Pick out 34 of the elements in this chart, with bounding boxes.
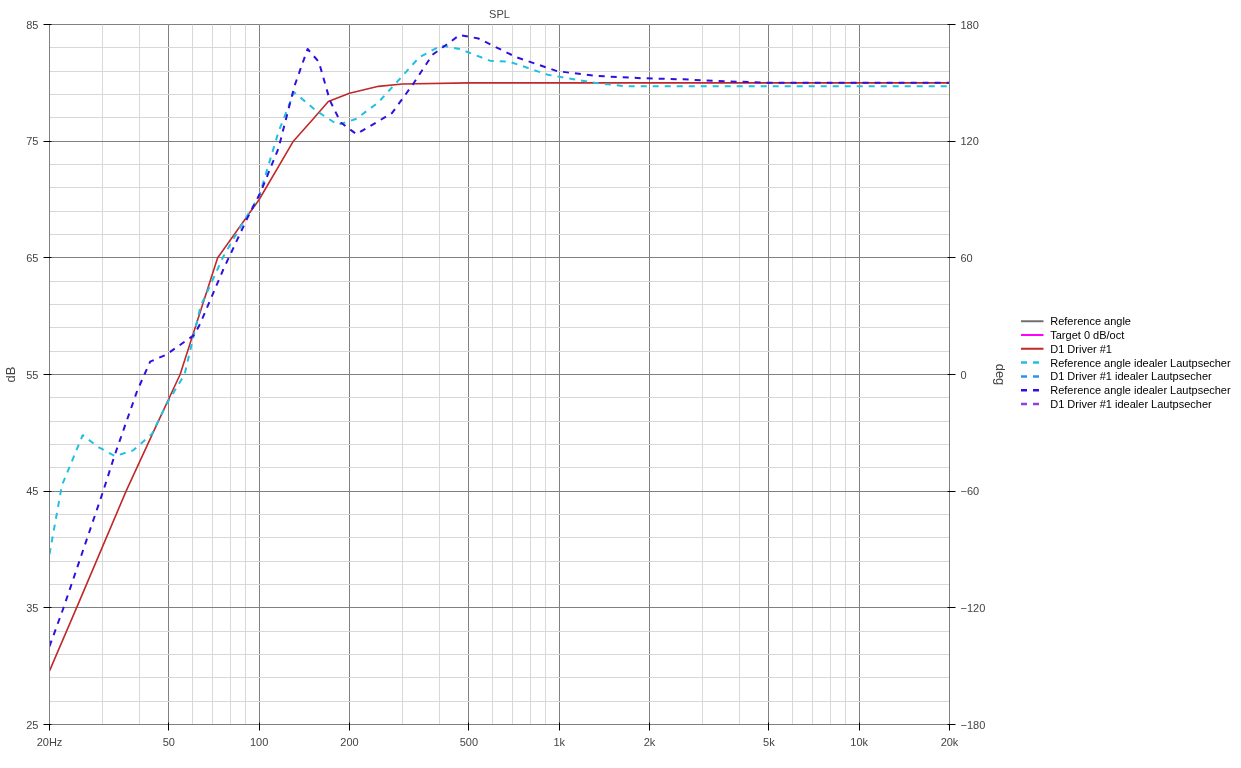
x-tick-label: 5k <box>763 735 776 748</box>
legend-label: D1 Driver #1 idealer Lautpsecher <box>1050 370 1212 383</box>
y-tick-label: 45 <box>26 485 39 498</box>
y-tick-label: 65 <box>26 251 39 264</box>
y2-tick-label: 60 <box>960 251 973 264</box>
y2-tick-label: −180 <box>960 718 986 731</box>
y-tick-label: 75 <box>26 135 39 148</box>
legend-label: D1 Driver #1 idealer Lautpsecher <box>1050 398 1212 410</box>
y-tick-label: 85 <box>26 18 39 31</box>
y2-tick-label: 180 <box>960 18 979 31</box>
x-tick-label: 50 <box>162 735 176 748</box>
x-tick-label: 100 <box>250 735 269 748</box>
y2-tick-label: −60 <box>960 485 980 498</box>
x-tick-label: 2k <box>643 735 656 748</box>
legend-label: D1 Driver #1 <box>1050 342 1112 355</box>
x-tick-label: 500 <box>459 735 479 748</box>
x-tick-label: 20Hz <box>36 735 63 748</box>
y2-tick-label: 120 <box>960 135 979 148</box>
y-tick-label: 55 <box>26 368 39 381</box>
x-tick-label: 1k <box>553 735 566 748</box>
x-tick-label: 200 <box>340 735 359 748</box>
x-tick-label: 20k <box>940 735 959 748</box>
y2-tick-label: −120 <box>960 601 986 614</box>
legend-label: Reference angle idealer Lautpsecher <box>1050 356 1231 369</box>
y-tick-label: 35 <box>26 601 39 614</box>
y2-tick-label: 0 <box>960 368 967 381</box>
y-tick-label: 25 <box>26 718 39 731</box>
x-tick-label: 10k <box>850 735 869 748</box>
legend-label: Target 0 dB/oct <box>1050 329 1125 341</box>
y2-axis-title: deg <box>993 363 1009 386</box>
y-axis-title: dB <box>3 366 19 383</box>
legend-label: Reference angle idealer Lautpsecher <box>1050 384 1231 397</box>
legend-label: Reference angle <box>1050 315 1131 328</box>
chart-title: SPL <box>489 7 510 20</box>
